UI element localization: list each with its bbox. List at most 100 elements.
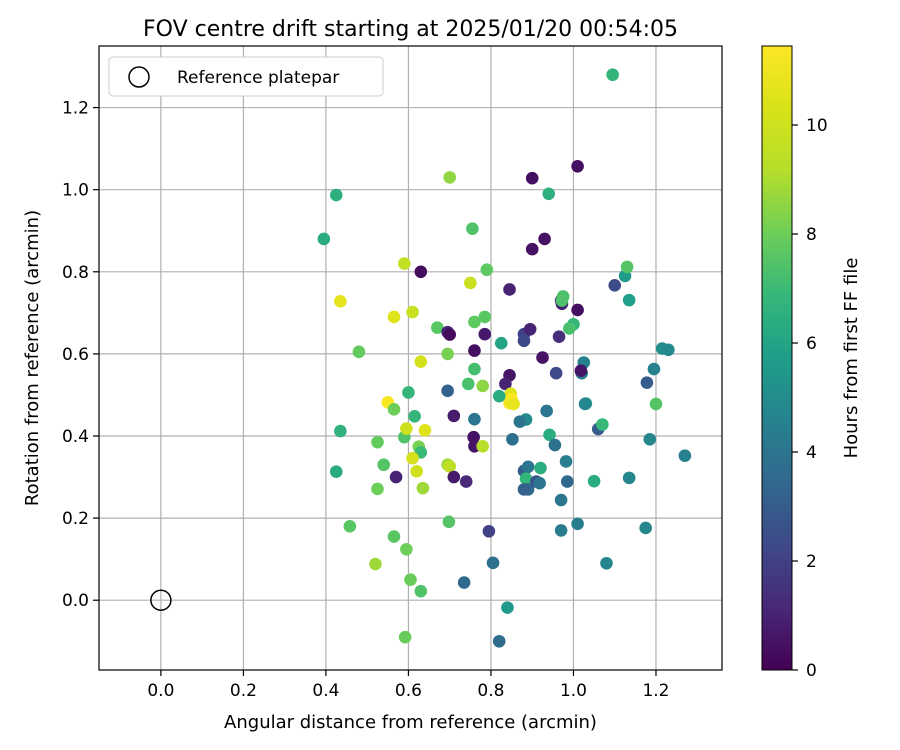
data-point <box>406 305 419 319</box>
data-point <box>334 424 347 438</box>
data-point <box>468 344 481 357</box>
y-tick-label: 1.0 <box>62 181 89 201</box>
data-point <box>643 432 657 446</box>
data-point <box>377 458 390 472</box>
legend-label: Reference platepar <box>177 68 339 88</box>
colorbar-tick-label: 10 <box>806 116 828 136</box>
data-point <box>461 377 475 391</box>
y-tick-label: 0.4 <box>62 427 89 447</box>
data-point <box>596 418 609 431</box>
data-point <box>442 515 456 529</box>
data-point <box>523 322 537 336</box>
data-point <box>414 355 428 368</box>
x-tick-label: 0.8 <box>477 681 504 701</box>
data-point <box>467 430 480 444</box>
data-point <box>492 634 506 648</box>
data-point <box>387 530 401 543</box>
data-point <box>478 327 492 341</box>
y-tick-label: 0.2 <box>62 509 89 529</box>
x-axis-ticks: 0.0 0.2 0.4 0.6 0.8 1.0 1.2 <box>147 670 670 701</box>
legend: Reference platepar <box>108 56 384 97</box>
data-point <box>468 362 481 376</box>
data-point <box>525 242 539 256</box>
data-point <box>369 557 382 571</box>
colorbar-tick-label: 6 <box>806 334 817 354</box>
data-point <box>571 303 584 317</box>
data-point <box>678 449 692 463</box>
data-point <box>519 472 533 485</box>
data-point <box>466 222 479 235</box>
chart-title: FOV centre drift starting at 2025/01/20 … <box>143 17 678 42</box>
data-point <box>542 187 556 201</box>
data-point <box>578 397 592 411</box>
colorbar-fill <box>761 45 793 671</box>
data-point <box>548 438 562 452</box>
data-point <box>606 68 619 82</box>
data-point <box>486 556 500 570</box>
data-point <box>416 481 430 495</box>
data-point <box>414 265 428 279</box>
data-point <box>554 493 568 507</box>
data-point <box>513 415 527 428</box>
data-point <box>503 283 516 296</box>
data-point <box>574 364 588 378</box>
reference-platepar-marker <box>150 589 172 611</box>
data-point <box>387 310 401 324</box>
data-point <box>525 171 539 185</box>
data-point <box>389 470 403 484</box>
data-point <box>329 465 343 479</box>
data-point <box>559 455 573 468</box>
data-point <box>398 257 411 270</box>
data-point <box>521 460 535 474</box>
x-tick-label: 1.2 <box>642 681 669 701</box>
data-point <box>352 345 366 359</box>
data-point <box>441 384 454 398</box>
data-point <box>410 465 423 478</box>
data-point <box>400 422 413 435</box>
x-tick-label: 0.2 <box>230 681 257 701</box>
data-point <box>533 476 546 490</box>
y-tick-label: 0.8 <box>62 263 89 283</box>
data-point <box>468 412 481 426</box>
data-point <box>404 573 417 586</box>
data-point <box>480 263 494 277</box>
data-point <box>554 524 568 537</box>
data-point <box>443 460 456 473</box>
data-point <box>507 397 520 411</box>
data-point <box>571 517 584 531</box>
data-point <box>622 293 636 307</box>
data-point <box>640 376 654 389</box>
data-point <box>571 159 584 173</box>
data-point <box>478 310 492 324</box>
data-point <box>400 543 413 556</box>
data-point <box>431 321 444 334</box>
data-point <box>317 232 331 246</box>
data-points <box>317 68 692 648</box>
y-axis-ticks: 0.0 0.2 0.4 0.6 0.8 1.0 1.2 <box>62 99 99 611</box>
data-point <box>517 334 531 348</box>
data-point <box>418 423 432 437</box>
data-point <box>492 389 506 403</box>
data-point <box>443 171 456 184</box>
data-point <box>402 386 415 399</box>
data-point <box>499 377 512 391</box>
data-point <box>476 379 490 393</box>
data-point <box>406 451 419 465</box>
x-tick-label: 1.0 <box>560 681 587 701</box>
data-point <box>549 366 563 380</box>
data-point <box>468 315 481 329</box>
data-point <box>414 584 428 598</box>
colorbar-tick-label: 4 <box>806 443 817 463</box>
data-point <box>398 630 412 644</box>
data-point <box>543 428 556 442</box>
colorbar-ticks: 0 2 4 6 8 10 <box>792 116 828 681</box>
data-point <box>476 439 490 453</box>
grid-lines <box>99 46 722 670</box>
y-tick-label: 0.0 <box>62 591 89 611</box>
data-point <box>464 276 477 290</box>
y-tick-label: 0.6 <box>62 345 89 365</box>
data-point <box>494 336 508 350</box>
data-point <box>540 404 553 418</box>
data-point <box>552 330 566 343</box>
